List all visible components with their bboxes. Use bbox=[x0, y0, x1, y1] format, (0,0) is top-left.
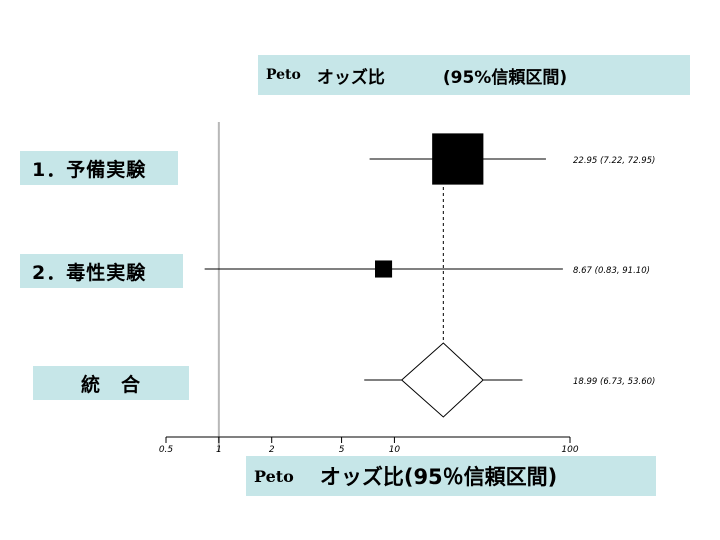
x-tick-label: 10 bbox=[389, 445, 401, 455]
header-ci-label: (95%信頼区間) bbox=[442, 67, 568, 88]
study-ci-value-label: 22.95 (7.22, 72.95) bbox=[573, 156, 655, 166]
x-tick-label: 5 bbox=[339, 445, 345, 455]
row-label-text: 2．毒性実験 bbox=[32, 261, 147, 284]
header-method: Peto bbox=[266, 67, 301, 83]
x-axis-label-box: Peto オッズ比(95％信頼区間) bbox=[246, 456, 656, 496]
study-odds-ratio-square bbox=[375, 260, 393, 278]
x-axis-label-text: オッズ比(95％信頼区間) bbox=[319, 465, 558, 489]
pooled-diamond bbox=[400, 342, 484, 418]
row-label-pilot: 1．予備実験 bbox=[20, 151, 178, 185]
row-label-toxicity: 2．毒性実験 bbox=[20, 254, 183, 288]
row-label-text: 1．予備実験 bbox=[32, 158, 147, 181]
x-tick-label: 2 bbox=[269, 445, 275, 455]
row-label-text: 統 合 bbox=[80, 373, 141, 396]
study-odds-ratio-square bbox=[432, 133, 484, 185]
x-axis-label-method: Peto bbox=[254, 466, 294, 486]
header-measure: オッズ比 bbox=[316, 67, 385, 88]
study-ci-value-label: 8.67 (0.83, 91.10) bbox=[573, 266, 650, 276]
x-tick-label: 0.5 bbox=[159, 445, 174, 455]
x-tick-label: 100 bbox=[561, 445, 578, 455]
x-tick-label: 1 bbox=[216, 445, 222, 455]
header-box: Peto オッズ比 (95%信頼区間) bbox=[258, 55, 690, 95]
row-label-pooled: 統 合 bbox=[33, 366, 189, 400]
pooled-ci-value-label: 18.99 (6.73, 53.60) bbox=[573, 377, 655, 387]
